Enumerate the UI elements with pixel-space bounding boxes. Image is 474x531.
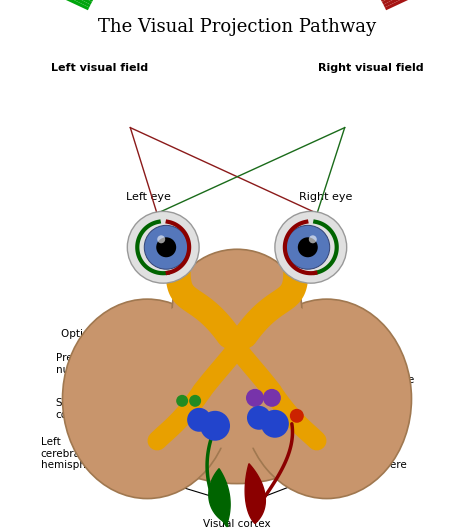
Circle shape: [200, 411, 230, 441]
Circle shape: [275, 211, 346, 283]
Circle shape: [286, 225, 330, 269]
Text: Lateral
geniculate
nucleus of the
thalamus: Lateral geniculate nucleus of the thalam…: [292, 352, 414, 416]
Polygon shape: [51, 0, 92, 5]
Text: Superior
colliculus: Superior colliculus: [55, 398, 204, 423]
Circle shape: [176, 395, 188, 407]
Circle shape: [261, 410, 289, 438]
Circle shape: [263, 389, 281, 407]
Circle shape: [156, 237, 176, 257]
Polygon shape: [245, 464, 265, 524]
Circle shape: [298, 237, 318, 257]
Circle shape: [144, 225, 188, 269]
Circle shape: [157, 235, 165, 243]
Ellipse shape: [172, 249, 302, 369]
Polygon shape: [49, 0, 91, 7]
Text: Pretectal
nucleus: Pretectal nucleus: [55, 353, 186, 402]
Polygon shape: [209, 469, 230, 524]
Polygon shape: [382, 0, 423, 5]
Text: Visual cortex: Visual cortex: [203, 518, 271, 528]
Circle shape: [247, 406, 271, 430]
Ellipse shape: [118, 294, 356, 484]
Text: Right
cerebral
hemisphere: Right cerebral hemisphere: [262, 437, 406, 498]
Circle shape: [187, 408, 211, 432]
Text: Right visual field: Right visual field: [318, 63, 423, 73]
Polygon shape: [385, 0, 427, 10]
Circle shape: [290, 409, 304, 423]
Polygon shape: [47, 0, 89, 10]
Polygon shape: [53, 0, 93, 2]
Text: Left visual field: Left visual field: [51, 63, 148, 73]
Ellipse shape: [137, 289, 337, 449]
Ellipse shape: [242, 299, 411, 499]
Circle shape: [189, 395, 201, 407]
Ellipse shape: [63, 299, 232, 499]
Text: Left
cerebral
hemisphere: Left cerebral hemisphere: [41, 437, 217, 498]
Polygon shape: [381, 0, 421, 2]
Circle shape: [309, 235, 317, 243]
Text: Right eye: Right eye: [299, 192, 353, 202]
Circle shape: [246, 389, 264, 407]
Text: The Visual Projection Pathway: The Visual Projection Pathway: [98, 18, 376, 36]
Text: Left eye: Left eye: [126, 192, 171, 202]
Circle shape: [128, 211, 199, 283]
Text: Optic chiasm: Optic chiasm: [61, 329, 224, 339]
Polygon shape: [383, 0, 425, 7]
